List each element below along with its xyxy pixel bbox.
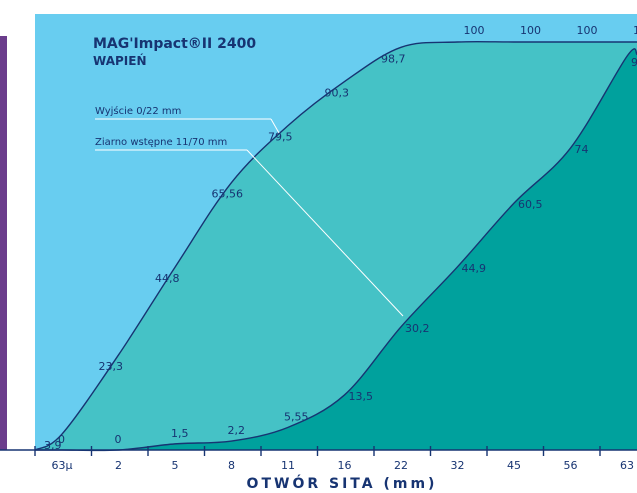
x-tick-label: 22 bbox=[394, 459, 408, 472]
data-label-ziarno: 60,5 bbox=[518, 198, 543, 211]
data-label-wyjscie: 23,3 bbox=[99, 360, 124, 373]
x-tick-label: 63 bbox=[620, 459, 634, 472]
x-tick-label: 5 bbox=[172, 459, 179, 472]
legend-label-wyjscie: Wyjście 0/22 mm bbox=[95, 105, 181, 117]
x-tick-label: 45 bbox=[507, 459, 521, 472]
data-label-wyjscie: 44,8 bbox=[155, 272, 180, 285]
legend-leader-ziarno bbox=[246, 149, 404, 317]
data-labels-wyjscie: 3,9 23,3 44,8 65,56 79,5 90,3 98,7 100 100 100 100 bbox=[44, 24, 637, 452]
data-labels-ziarno: 0 0 1,5 2,2 5,55 13,5 30,2 44,9 60,5 74 9 bbox=[58, 56, 637, 446]
legend-leader-wyjscie bbox=[270, 118, 280, 134]
left-edge-bar bbox=[0, 36, 7, 450]
data-label-ziarno: 2,2 bbox=[228, 424, 246, 437]
data-label-wyjscie: 98,7 bbox=[381, 52, 406, 65]
x-tick-label: 63μ bbox=[52, 459, 73, 472]
data-label-wyjscie: 100 bbox=[464, 24, 485, 37]
data-label-ziarno: 44,9 bbox=[462, 262, 487, 275]
chart-title: MAG'Impact®II 2400 bbox=[93, 36, 256, 52]
x-tick-label: 16 bbox=[338, 459, 352, 472]
data-label-wyjscie: 100 bbox=[633, 24, 637, 37]
x-tick-label: 11 bbox=[281, 459, 295, 472]
data-label-wyjscie: 90,3 bbox=[325, 87, 350, 100]
x-tick-label: 32 bbox=[451, 459, 465, 472]
x-tick-label: 56 bbox=[564, 459, 578, 472]
data-label-ziarno: 30,2 bbox=[405, 322, 430, 335]
x-axis-label: OTWÓR SITA (mm) bbox=[247, 474, 438, 492]
data-label-ziarno: 5,55 bbox=[284, 410, 309, 423]
data-label-ziarno: 74 bbox=[575, 143, 589, 156]
data-label-wyjscie: 3,9 bbox=[44, 439, 62, 452]
data-label-ziarno: 0 bbox=[58, 433, 65, 446]
data-label-wyjscie: 79,5 bbox=[268, 131, 293, 144]
data-label-ziarno: 9 bbox=[631, 56, 637, 69]
legend-label-ziarno: Ziarno wstępne 11/70 mm bbox=[95, 137, 227, 148]
line-wyjscie-0-22 bbox=[34, 40, 637, 451]
x-tick-label: 2 bbox=[115, 459, 122, 472]
data-label-wyjscie: 65,56 bbox=[212, 188, 244, 201]
x-axis-ticks bbox=[34, 446, 601, 456]
data-label-ziarno: 13,5 bbox=[349, 390, 374, 403]
data-label-ziarno: 1,5 bbox=[171, 427, 189, 440]
data-label-wyjscie: 100 bbox=[577, 24, 598, 37]
x-axis-tick-labels: 63μ 2 5 8 11 16 22 32 45 56 63 bbox=[52, 459, 635, 472]
x-tick-label: 8 bbox=[228, 459, 235, 472]
area-ziarno-11-70 bbox=[35, 48, 637, 451]
data-label-ziarno: 0 bbox=[115, 433, 122, 446]
data-label-wyjscie: 100 bbox=[520, 24, 541, 37]
chart-subtitle: WAPIEŃ bbox=[93, 53, 146, 68]
